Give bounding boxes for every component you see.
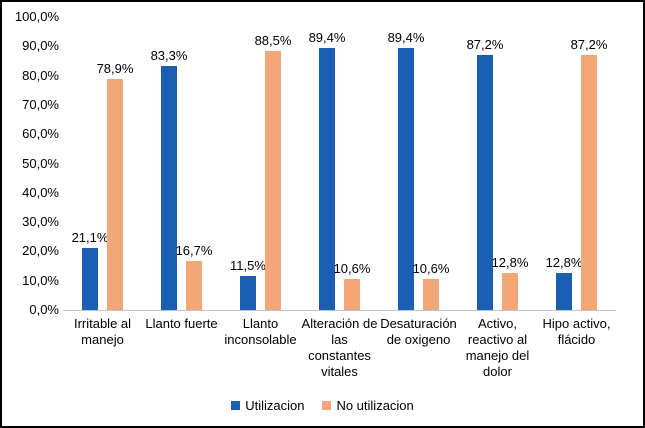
y-tick-label: 100,0% bbox=[14, 9, 59, 24]
category-group-llanto-fuerte: 83,3% 16,7% bbox=[142, 17, 221, 310]
bar-value-label: 89,4% bbox=[308, 30, 346, 46]
bar-value-label: 10,6% bbox=[333, 260, 371, 276]
bar-no-utilizacion: 87,2% bbox=[571, 37, 607, 310]
legend-label-utilizacion: Utilizacion bbox=[245, 398, 305, 413]
y-tick-label: 40,0% bbox=[22, 184, 59, 200]
y-tick-label: 10,0% bbox=[22, 272, 59, 288]
y-tick-label: 20,0% bbox=[22, 243, 59, 259]
category-group-llanto-inconsolable: 11,5% 88,5% bbox=[221, 17, 300, 310]
bar-utilizacion: 89,4% bbox=[309, 30, 345, 310]
category-label-hipo-activo-fl-cido: Hipo activo, flácido bbox=[542, 316, 611, 347]
bar-no-utilizacion: 10,6% bbox=[334, 261, 370, 310]
bar-utilizacion: 87,2% bbox=[467, 37, 503, 310]
bar-value-label: 12,8% bbox=[491, 254, 529, 270]
legend-item-utilizacion: Utilizacion bbox=[231, 398, 304, 413]
category-label-irritable-al-manejo: Irritable al manejo bbox=[73, 316, 132, 347]
bar-value-label: 78,9% bbox=[96, 60, 134, 76]
category-group-hipo-activo-fl-cido: 12,8% 87,2% bbox=[537, 17, 616, 310]
bar-utilizacion: 21,1% bbox=[72, 230, 108, 310]
category-group-activo-reactivo-al-manejo-del-dolor: 87,2% 12,8% bbox=[458, 17, 537, 310]
bar-no-utilizacion: 12,8% bbox=[492, 255, 528, 310]
category-label-alteraci-n-de-las-constantes-vitales: Alteración de las constantes vitales bbox=[301, 316, 378, 379]
category-label-llanto-inconsolable: Llanto inconsolable bbox=[224, 316, 297, 347]
category-group-alteraci-n-de-las-constantes-vitales: 89,4% 10,6% bbox=[300, 17, 379, 310]
x-axis: Irritable al manejo Llanto fuerte Llanto i… bbox=[63, 316, 616, 380]
legend-swatch-utilizacion-icon bbox=[231, 401, 241, 410]
bar-value-label: 12,8% bbox=[545, 254, 583, 270]
y-tick-label: 50,0% bbox=[22, 155, 59, 171]
category-group-irritable-al-manejo: 21,1% 78,9% bbox=[63, 17, 142, 310]
legend: Utilizacion No utilizacion bbox=[2, 398, 643, 413]
bar-no-utilizacion: 78,9% bbox=[97, 61, 133, 310]
bar-value-label: 89,4% bbox=[387, 30, 425, 46]
y-tick-label: 80,0% bbox=[22, 67, 59, 83]
bar-utilizacion: 11,5% bbox=[230, 258, 266, 310]
bar-no-utilizacion: 10,6% bbox=[413, 261, 449, 310]
bar-no-utilizacion: 16,7% bbox=[176, 243, 212, 310]
category-group-desaturaci-n-de-oxigeno: 89,4% 10,6% bbox=[379, 17, 458, 310]
plot-area: 21,1% 78,9% 83,3% 16,7% 11,5% 88,5% 89,4% 10,6%… bbox=[63, 17, 616, 311]
y-tick-label: 60,0% bbox=[22, 126, 59, 142]
legend-item-no-utilizacion: No utilizacion bbox=[322, 398, 414, 413]
y-tick-label: 30,0% bbox=[22, 214, 59, 230]
category-label-llanto-fuerte: Llanto fuerte bbox=[145, 316, 218, 331]
bar-no-utilizacion: 88,5% bbox=[255, 33, 291, 310]
bar-utilizacion: 89,4% bbox=[388, 30, 424, 310]
bar-value-label: 11,5% bbox=[230, 258, 266, 274]
y-tick-label: 70,0% bbox=[22, 96, 59, 112]
bar-value-label: 88,5% bbox=[254, 32, 292, 48]
bar-value-label: 21,1% bbox=[71, 230, 109, 246]
bar-utilizacion: 83,3% bbox=[151, 48, 187, 310]
bar-value-label: 87,2% bbox=[466, 36, 504, 52]
category-label-desaturaci-n-de-oxigeno: Desaturación de oxigeno bbox=[380, 316, 457, 347]
legend-swatch-no-utilizacion-icon bbox=[322, 401, 332, 410]
bar-value-label: 16,7% bbox=[175, 243, 213, 259]
legend-label-no-utilizacion: No utilizacion bbox=[336, 398, 414, 413]
bar-value-label: 87,2% bbox=[570, 36, 608, 52]
y-tick-label: 90,0% bbox=[22, 38, 59, 54]
bar-value-label: 10,6% bbox=[412, 260, 450, 276]
y-tick-label: 0,0% bbox=[29, 302, 59, 317]
bar-utilizacion: 12,8% bbox=[546, 255, 582, 310]
bar-value-label: 83,3% bbox=[150, 47, 188, 63]
category-label-activo-reactivo-al-manejo-del-dolor: Activo, reactivo al manejo del dolor bbox=[465, 316, 530, 379]
